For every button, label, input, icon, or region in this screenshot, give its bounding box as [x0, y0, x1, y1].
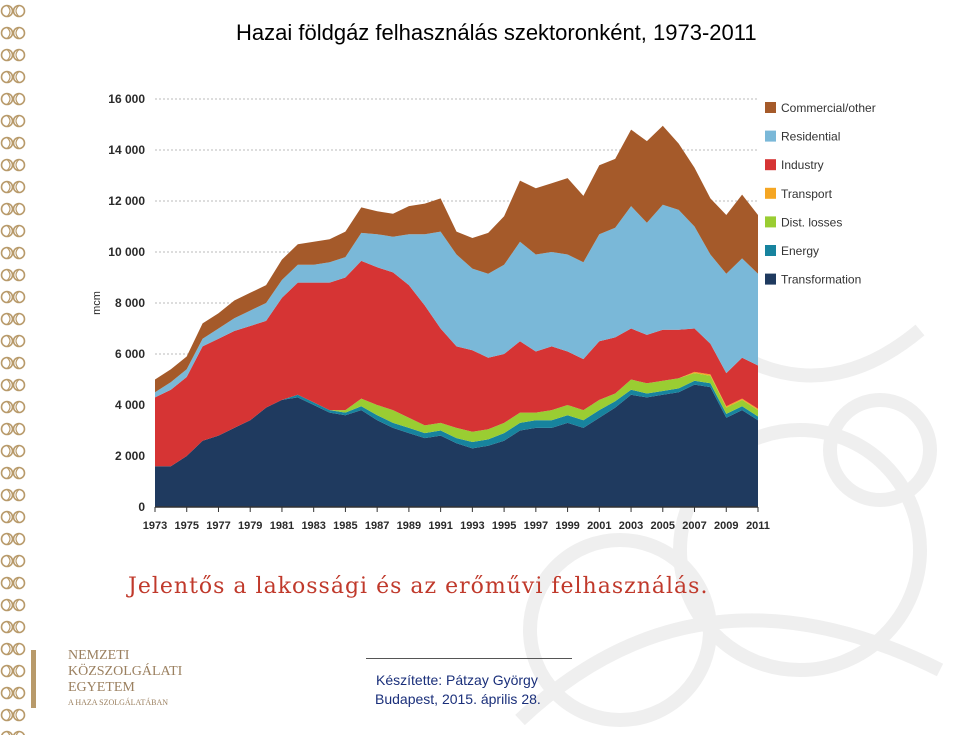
stacked-area-chart: 0 2 000 4 000 6 000 8 000 10 000 12 000 14 000 1…	[91, 92, 876, 532]
x-tick-label: 1979	[238, 520, 262, 532]
y-tick-label: 0	[138, 500, 145, 514]
x-tick-label: 1977	[206, 520, 230, 532]
legend-label: Commercial/other	[781, 101, 876, 115]
logo-line-4: A HAZA SZOLGÁLATÁBAN	[68, 698, 168, 707]
series-area-industry	[155, 260, 758, 467]
area-series-group	[155, 125, 758, 507]
slide-title: Hazai földgáz felhasználás szektoronként…	[236, 20, 757, 45]
logo-emblem-icon	[31, 650, 36, 708]
x-tick-label: 1973	[143, 520, 167, 532]
legend-item: Residential	[765, 130, 840, 144]
y-axis-label: mcm	[91, 291, 103, 315]
x-tick-label: 1999	[555, 520, 579, 532]
x-tick-label: 1993	[460, 520, 484, 532]
y-tick-label: 8 000	[115, 296, 145, 310]
x-tick-label: 1991	[428, 520, 452, 532]
x-tick-label: 1983	[301, 520, 325, 532]
x-tick-label: 2001	[587, 520, 611, 532]
legend-item: Commercial/other	[765, 101, 876, 115]
x-tick-label: 1975	[174, 520, 198, 532]
logo-line-1: NEMZETI	[68, 648, 130, 663]
y-tick-label: 6 000	[115, 347, 145, 361]
legend-swatch	[765, 216, 776, 228]
legend-label: Residential	[781, 130, 840, 144]
legend-swatch	[765, 245, 776, 256]
footer-place-date: Budapest, 2015. április 28.	[375, 691, 541, 707]
legend-label: Transport	[781, 187, 833, 201]
y-tick-label: 12 000	[108, 194, 145, 208]
x-tick-label: 2007	[682, 520, 706, 532]
x-tick-label: 1987	[365, 520, 389, 532]
axes: 0 2 000 4 000 6 000 8 000 10 000 12 000 14 000 1…	[91, 92, 770, 532]
x-tick-label: 2011	[746, 520, 770, 532]
x-tick-label: 1985	[333, 520, 357, 532]
caption-text: Jelentős a lakossági és az erőművi felha…	[128, 574, 709, 599]
x-tick-label: 1981	[270, 520, 294, 532]
series-area-transformation	[155, 384, 758, 507]
legend-item: Energy	[765, 244, 819, 258]
legend-label: Energy	[781, 244, 819, 258]
legend-item: Dist. losses	[765, 215, 842, 229]
ornament-border	[0, 0, 26, 735]
y-tick-label: 16 000	[108, 92, 145, 106]
logo-line-2: KÖZSZOLGÁLATI	[68, 664, 183, 679]
legend-swatch	[765, 130, 776, 142]
x-tick-label: 2003	[619, 520, 643, 532]
x-tick-label: 1995	[492, 520, 516, 532]
y-tick-label: 2 000	[115, 449, 145, 463]
x-tick-label: 1997	[524, 520, 548, 532]
legend-label: Dist. losses	[781, 215, 842, 229]
footer-author: Készítette: Pátzay György	[376, 672, 538, 688]
university-logo: NEMZETI KÖZSZOLGÁLATI EGYETEM A HAZA SZO…	[30, 648, 182, 710]
y-tick-label: 10 000	[108, 245, 145, 259]
y-tick-label: 4 000	[115, 398, 145, 412]
x-tick-label: 1989	[397, 520, 421, 532]
legend-item: Transformation	[765, 273, 861, 287]
legend-item: Transport	[765, 187, 833, 201]
legend-swatch	[765, 159, 776, 171]
series-area-residential	[155, 204, 758, 398]
logo-line-3: EGYETEM	[68, 680, 135, 695]
series-area-commercial-other	[155, 125, 758, 393]
x-tick-label: 2009	[714, 520, 738, 532]
y-tick-label: 14 000	[108, 143, 145, 157]
legend-swatch	[765, 273, 776, 285]
legend: Commercial/other Residential Industry Trans…	[765, 101, 876, 287]
legend-label: Industry	[781, 158, 824, 172]
legend-swatch	[765, 187, 776, 199]
legend-label: Transformation	[781, 273, 861, 287]
slide-caption: Jelentős a lakossági és az erőművi felha…	[128, 574, 708, 599]
background-watermark	[515, 305, 944, 727]
legend-swatch	[765, 102, 776, 113]
footer-divider	[366, 658, 572, 659]
x-tick-label: 2005	[651, 520, 675, 532]
legend-item: Industry	[765, 158, 824, 172]
